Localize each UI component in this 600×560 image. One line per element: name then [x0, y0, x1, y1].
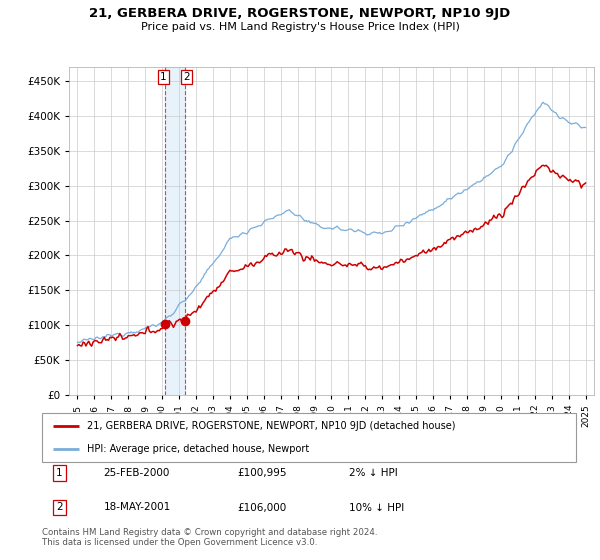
- FancyBboxPatch shape: [42, 413, 576, 462]
- Text: 1: 1: [56, 468, 63, 478]
- Text: 21, GERBERA DRIVE, ROGERSTONE, NEWPORT, NP10 9JD (detached house): 21, GERBERA DRIVE, ROGERSTONE, NEWPORT, …: [88, 421, 456, 431]
- Text: 25-FEB-2000: 25-FEB-2000: [103, 468, 170, 478]
- Text: 1: 1: [160, 72, 167, 82]
- Text: £106,000: £106,000: [237, 502, 286, 512]
- Text: 2: 2: [183, 72, 190, 82]
- Text: 18-MAY-2001: 18-MAY-2001: [103, 502, 170, 512]
- Text: Price paid vs. HM Land Registry's House Price Index (HPI): Price paid vs. HM Land Registry's House …: [140, 22, 460, 32]
- Bar: [164, 67, 185, 395]
- Text: 21, GERBERA DRIVE, ROGERSTONE, NEWPORT, NP10 9JD: 21, GERBERA DRIVE, ROGERSTONE, NEWPORT, …: [89, 7, 511, 20]
- Text: 2: 2: [56, 502, 63, 512]
- Text: HPI: Average price, detached house, Newport: HPI: Average price, detached house, Newp…: [88, 444, 310, 454]
- Text: £100,995: £100,995: [237, 468, 286, 478]
- Text: Contains HM Land Registry data © Crown copyright and database right 2024.
This d: Contains HM Land Registry data © Crown c…: [42, 528, 377, 547]
- Text: 2% ↓ HPI: 2% ↓ HPI: [349, 468, 398, 478]
- Text: 10% ↓ HPI: 10% ↓ HPI: [349, 502, 404, 512]
